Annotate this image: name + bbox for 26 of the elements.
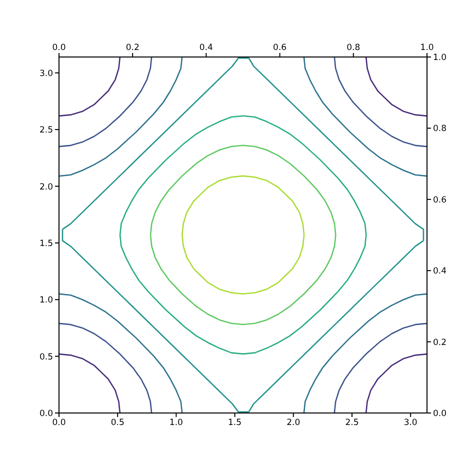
x2-tick-label: 0.6 bbox=[273, 43, 287, 53]
x2-tick-label: 0.0 bbox=[52, 43, 66, 53]
y-tick-label: 3.0 bbox=[39, 68, 53, 79]
x-tick-label: 0.5 bbox=[110, 418, 124, 428]
x2-tick-label: 0.2 bbox=[126, 43, 140, 53]
y2-tick-label: 0.2 bbox=[433, 338, 447, 348]
y2-tick-label: 0.6 bbox=[433, 195, 447, 206]
x2-tick-label: 0.8 bbox=[346, 43, 360, 53]
x-tick-label: 0.0 bbox=[52, 418, 66, 428]
y-tick-label: 2.0 bbox=[39, 182, 53, 192]
y-tick-label: 0.5 bbox=[39, 352, 53, 362]
x-tick-label: 1.5 bbox=[228, 418, 242, 428]
y2-tick-label: 1.0 bbox=[433, 53, 447, 64]
y2-tick-label: 0.4 bbox=[433, 266, 447, 277]
x2-tick-label: 0.4 bbox=[199, 43, 213, 53]
x-tick-label: 2.5 bbox=[345, 418, 359, 428]
x-tick-label: 2.0 bbox=[286, 418, 300, 428]
y2-tick-label: 0.0 bbox=[433, 409, 447, 420]
y-tick-label: 1.5 bbox=[39, 238, 53, 249]
x-tick-label: 3.0 bbox=[404, 418, 418, 428]
y-tick-label: 2.5 bbox=[39, 126, 53, 136]
x2-tick-label: 1.0 bbox=[420, 43, 434, 53]
y-tick-label: 1.0 bbox=[39, 296, 53, 306]
y-tick-label: 0.0 bbox=[39, 409, 53, 420]
y2-tick-label: 0.8 bbox=[433, 124, 447, 134]
x-tick-label: 1.0 bbox=[169, 418, 183, 428]
